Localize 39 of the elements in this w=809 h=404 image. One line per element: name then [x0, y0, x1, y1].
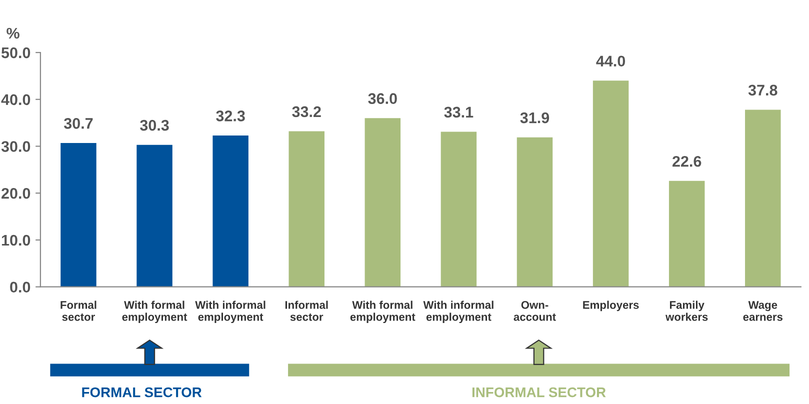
bar [440, 132, 477, 287]
bar [212, 135, 248, 287]
y-tick-label: 10.0 [2, 234, 30, 246]
text: INFORMAL SECTOR [472, 387, 606, 398]
bar [592, 80, 629, 287]
text: FORMAL SECTOR [82, 387, 202, 398]
data-label: 30.3 [140, 120, 169, 131]
y-tick-label: 50.0 [1, 47, 30, 58]
x-tick-label: With formal employment [350, 300, 416, 324]
y-axis-title: % [6, 28, 20, 39]
data-label: 31.9 [520, 112, 550, 124]
data-label: 33.1 [444, 106, 474, 118]
bar [136, 144, 172, 287]
data-label: 33.2 [292, 106, 321, 118]
bar [668, 180, 705, 287]
bar [745, 110, 781, 287]
data-label: 22.6 [672, 156, 702, 167]
y-tick-label: 40.0 [1, 94, 30, 106]
y-tick-label: 20.0 [2, 188, 30, 199]
x-tick-label: Employers [583, 300, 639, 312]
data-label: 36.0 [368, 93, 397, 104]
y-tick-label: 0.0 [10, 282, 30, 293]
x-tick-label: Formal sector [60, 300, 96, 321]
x-tick-label: Own- account [514, 301, 556, 321]
data-label: 37.8 [748, 84, 778, 96]
data-label: 30.7 [64, 118, 93, 129]
x-tick-label: Family workers [666, 300, 708, 321]
x-tick-label: Informal sector [285, 300, 328, 321]
data-label: 44.0 [596, 56, 626, 67]
x-tick-label: With formal employment [122, 300, 188, 324]
bar [364, 118, 401, 287]
y-tick-label: 30.0 [1, 141, 30, 152]
data-label: 32.3 [216, 110, 245, 122]
x-tick-label: With informal employment [423, 300, 494, 324]
bar [60, 142, 96, 287]
x-tick-label: With informal employment [195, 300, 266, 324]
bar [516, 137, 553, 287]
bar [288, 131, 324, 287]
x-tick-label: Wage earners [743, 301, 783, 321]
